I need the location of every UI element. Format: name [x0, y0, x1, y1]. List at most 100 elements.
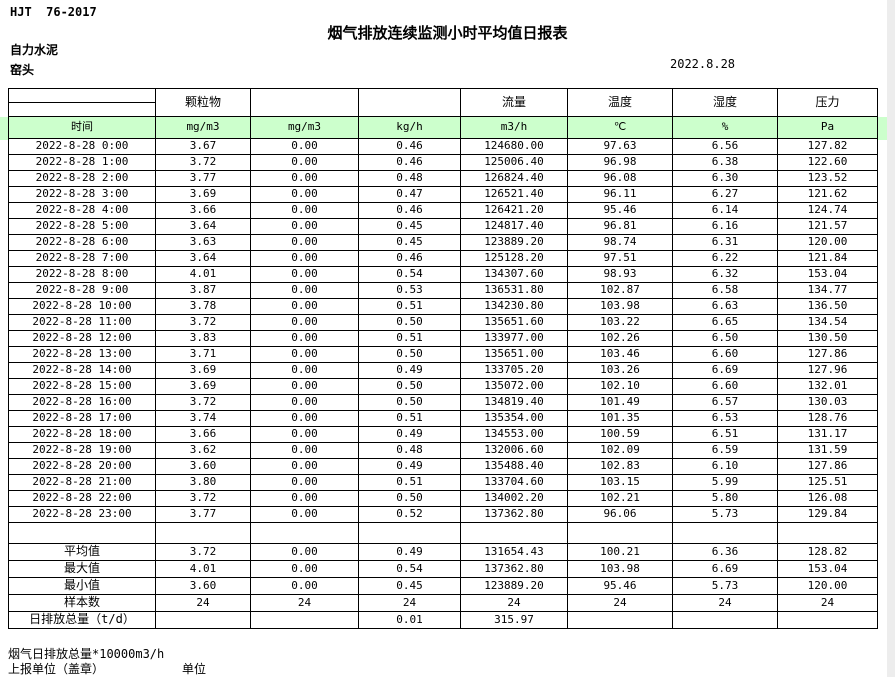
- value-cell: 0.46: [358, 202, 461, 219]
- value-cell: 135651.00: [460, 346, 568, 363]
- value-cell: 6.56: [672, 138, 778, 155]
- monitoring-table: 颗粒物 流量 温度 湿度 压力 时间 mg/m3 mg/m3 kg/h m3/h…: [8, 88, 878, 629]
- value-cell: 0.48: [358, 170, 461, 187]
- value-cell: 0.46: [358, 138, 461, 155]
- summary-table-row: 日排放总量（t/d） 0.01 315.97: [8, 611, 878, 629]
- spacer-row: [8, 522, 878, 544]
- value-cell: 3.72: [155, 314, 251, 331]
- value-cell: 0.00: [250, 250, 359, 267]
- value-cell: 6.65: [672, 314, 778, 331]
- value-cell: 134.77: [777, 282, 878, 299]
- value-cell: 0.00: [250, 346, 359, 363]
- doc-code: HJT 76-2017: [10, 5, 97, 19]
- value-cell: 24: [460, 594, 568, 612]
- value-cell: 133977.00: [460, 330, 568, 347]
- value-cell: 127.82: [777, 138, 878, 155]
- col-header-temperature: 温度: [567, 88, 673, 117]
- unit-pa: Pa: [777, 116, 878, 139]
- value-cell: 0.00: [250, 426, 359, 443]
- value-cell: 134553.00: [460, 426, 568, 443]
- value-cell: 3.66: [155, 426, 251, 443]
- unit-row-green-band-right: [878, 117, 887, 140]
- unit-m3h: m3/h: [460, 116, 568, 139]
- value-cell: 131.17: [777, 426, 878, 443]
- value-cell: 6.32: [672, 266, 778, 283]
- summary-label-cell: 日排放总量（t/d）: [8, 611, 156, 629]
- value-cell: 136.50: [777, 298, 878, 315]
- value-cell: 100.21: [567, 543, 673, 561]
- spacer-section: [8, 522, 878, 544]
- value-cell: 0.51: [358, 410, 461, 427]
- value-cell: 130.50: [777, 330, 878, 347]
- time-cell: 2022-8-28 2:00: [8, 170, 156, 187]
- value-cell: 24: [250, 594, 359, 612]
- value-cell: 0.00: [250, 362, 359, 379]
- value-cell: 0.00: [250, 170, 359, 187]
- time-cell: 2022-8-28 20:00: [8, 458, 156, 475]
- summary-label-cell: 平均值: [8, 543, 156, 561]
- value-cell: 137362.80: [460, 560, 568, 578]
- value-cell: 123.52: [777, 170, 878, 187]
- table-row: 2022-8-28 8:00 4.01 0.00 0.54 134307.60 98.93…: [8, 266, 878, 283]
- table-row: 2022-8-28 18:00 3.66 0.00 0.49 134553.00 100.…: [8, 426, 878, 443]
- value-cell: 102.87: [567, 282, 673, 299]
- value-cell: [777, 611, 878, 629]
- value-cell: 0.52: [358, 506, 461, 523]
- value-cell: 3.69: [155, 186, 251, 203]
- value-cell: 6.16: [672, 218, 778, 235]
- value-cell: 134230.80: [460, 298, 568, 315]
- value-cell: 0.00: [250, 560, 359, 578]
- value-cell: 3.64: [155, 218, 251, 235]
- data-rows: 2022-8-28 0:00 3.67 0.00 0.46 124680.00 97.63…: [8, 138, 878, 523]
- value-cell: 3.83: [155, 330, 251, 347]
- col-header-blank-2: [358, 88, 461, 117]
- time-cell: 2022-8-28 14:00: [8, 362, 156, 379]
- table-row: 2022-8-28 14:00 3.69 0.00 0.49 133705.20 103.…: [8, 362, 878, 379]
- value-cell: 0.48: [358, 442, 461, 459]
- value-cell: 120.00: [777, 234, 878, 251]
- time-cell: 2022-8-28 17:00: [8, 410, 156, 427]
- value-cell: 0.00: [250, 577, 359, 595]
- unit-row-green-band-left: [0, 117, 9, 140]
- table-row: 2022-8-28 0:00 3.67 0.00 0.46 124680.00 97.63…: [8, 138, 878, 155]
- value-cell: 135354.00: [460, 410, 568, 427]
- value-cell: 6.14: [672, 202, 778, 219]
- value-cell: 134002.20: [460, 490, 568, 507]
- table-row: 2022-8-28 6:00 3.63 0.00 0.45 123889.20 98.74…: [8, 234, 878, 251]
- value-cell: 0.51: [358, 330, 461, 347]
- value-cell: 103.98: [567, 560, 673, 578]
- value-cell: 0.49: [358, 543, 461, 561]
- table-row: 2022-8-28 20:00 3.60 0.00 0.49 135488.40 102.…: [8, 458, 878, 475]
- value-cell: 0.00: [250, 282, 359, 299]
- value-cell: 24: [777, 594, 878, 612]
- value-cell: 136531.80: [460, 282, 568, 299]
- value-cell: 6.31: [672, 234, 778, 251]
- table-row: 2022-8-28 11:00 3.72 0.00 0.50 135651.60 103.…: [8, 314, 878, 331]
- table-row: 2022-8-28 17:00 3.74 0.00 0.51 135354.00 101.…: [8, 410, 878, 427]
- value-cell: 126.08: [777, 490, 878, 507]
- summary-rows: 平均值 3.72 0.00 0.49 131654.43 100.21 6.36 128.82…: [8, 543, 878, 629]
- value-cell: 135488.40: [460, 458, 568, 475]
- daily-total-footnote: 烟气日排放总量*10000m3/h: [8, 647, 165, 661]
- summary-table-row: 平均值 3.72 0.00 0.49 131654.43 100.21 6.36 128.82: [8, 543, 878, 561]
- value-cell: 0.00: [250, 410, 359, 427]
- value-cell: 4.01: [155, 266, 251, 283]
- table-row: 2022-8-28 5:00 3.64 0.00 0.45 124817.40 96.81…: [8, 218, 878, 235]
- value-cell: 24: [358, 594, 461, 612]
- value-cell: 134307.60: [460, 266, 568, 283]
- value-cell: 101.49: [567, 394, 673, 411]
- value-cell: 103.26: [567, 362, 673, 379]
- value-cell: 0.00: [250, 154, 359, 171]
- col-header-humidity: 湿度: [672, 88, 778, 117]
- time-cell: 2022-8-28 22:00: [8, 490, 156, 507]
- value-cell: 127.86: [777, 346, 878, 363]
- value-cell: 96.06: [567, 506, 673, 523]
- value-cell: 0.00: [250, 506, 359, 523]
- value-cell: 4.01: [155, 560, 251, 578]
- value-cell: 0.00: [250, 394, 359, 411]
- value-cell: 3.77: [155, 170, 251, 187]
- value-cell: 6.27: [672, 186, 778, 203]
- time-cell: 2022-8-28 5:00: [8, 218, 156, 235]
- value-cell: 97.63: [567, 138, 673, 155]
- value-cell: 24: [155, 594, 251, 612]
